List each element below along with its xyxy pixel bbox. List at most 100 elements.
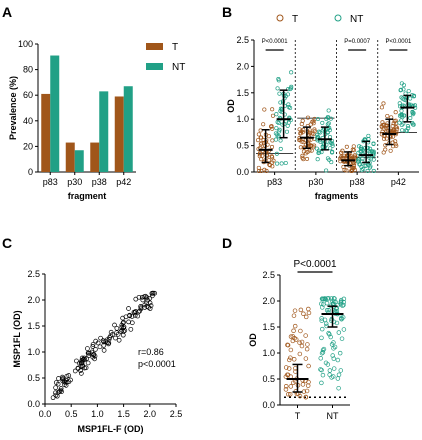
- dot-T: [384, 125, 389, 130]
- dot-T: [310, 131, 315, 136]
- y-axis-label: OD: [248, 333, 258, 347]
- dot-NT: [359, 168, 364, 173]
- dot-NT: [326, 121, 331, 126]
- dot-NT: [275, 134, 280, 139]
- dot-NT: [406, 89, 411, 94]
- data-point: [126, 306, 131, 311]
- dot-T: [311, 121, 316, 126]
- data-point: [119, 322, 125, 328]
- dot-NT: [274, 151, 279, 156]
- dot-T: [270, 138, 275, 143]
- x-tick-label: T: [295, 411, 301, 421]
- x-tick-label: 2.0: [144, 409, 157, 419]
- dot-NT: [289, 70, 294, 75]
- dot-NT: [326, 307, 332, 313]
- dot-NT: [331, 299, 337, 304]
- dot-T: [305, 115, 310, 120]
- legend-swatch-T: [146, 43, 163, 50]
- data-point: [121, 329, 127, 334]
- data-point: [63, 383, 69, 388]
- x-axis-label: fragments: [315, 191, 359, 201]
- dot-NT: [279, 161, 284, 166]
- dot-NT: [319, 316, 324, 321]
- p-value: P<0.0001: [293, 259, 337, 270]
- data-point: [112, 322, 117, 328]
- dot-NT: [325, 156, 330, 161]
- y-tick-label: 0.5: [236, 141, 249, 151]
- dot-NT: [400, 128, 405, 133]
- dot-NT: [410, 112, 415, 117]
- bar-NT-p83: [50, 55, 60, 172]
- dot-NT: [319, 380, 324, 386]
- dot-NT: [341, 327, 347, 332]
- dot-T: [344, 144, 349, 149]
- dot-NT: [320, 350, 326, 355]
- data-point: [126, 319, 131, 325]
- y-tick-label: 0.0: [262, 400, 275, 410]
- dot-T: [303, 314, 309, 320]
- dot-T: [299, 122, 304, 127]
- panel-d-letter: D: [222, 235, 232, 251]
- dot-T: [393, 110, 398, 115]
- data-point: [135, 313, 141, 319]
- dot-T: [266, 158, 271, 163]
- dot-T: [390, 123, 395, 129]
- dot-NT: [338, 301, 344, 307]
- legend-label-T: T: [292, 14, 298, 25]
- data-point: [90, 344, 96, 349]
- p-value: P<0.0001: [262, 39, 289, 45]
- dot-T: [285, 342, 290, 348]
- dot-T: [298, 131, 303, 136]
- dot-NT: [341, 299, 346, 305]
- dot-T: [288, 347, 294, 353]
- dot-NT: [283, 160, 288, 166]
- dot-T: [288, 334, 294, 339]
- data-point: [79, 358, 85, 363]
- dot-T: [270, 164, 275, 169]
- dot-T: [353, 154, 358, 159]
- data-point: [95, 340, 101, 346]
- y-tick-label: 2.0: [27, 295, 40, 305]
- dot-NT: [326, 108, 331, 113]
- dot-NT: [328, 116, 333, 121]
- dot-T: [309, 148, 314, 153]
- dot-NT: [335, 357, 341, 363]
- data-point: [147, 306, 153, 311]
- dot-T: [301, 127, 306, 132]
- bar-NT-p42: [123, 86, 133, 172]
- dot-T: [307, 128, 312, 133]
- x-axis-label: fragment: [68, 191, 107, 201]
- dot-T: [286, 391, 291, 397]
- y-axis-label: Prevalence (%): [8, 76, 18, 140]
- dot-NT: [410, 110, 415, 115]
- dot-T: [305, 342, 310, 347]
- dot-NT: [320, 296, 325, 301]
- dot-NT: [399, 112, 404, 117]
- dot-T: [299, 339, 305, 345]
- data-point: [56, 389, 61, 395]
- data-point: [74, 358, 79, 364]
- dot-NT: [399, 95, 404, 100]
- dot-T: [304, 388, 310, 394]
- panel-a-bar-chart: 0 20 40 60 80 100 p83 p30 p38 p42 fragment Prevalen…: [8, 39, 185, 201]
- dot-T: [385, 113, 390, 119]
- data-point: [132, 313, 138, 318]
- dot-NT: [316, 148, 321, 153]
- dot-NT: [405, 124, 410, 129]
- data-point: [149, 293, 155, 299]
- dot-NT: [339, 316, 344, 322]
- dot-NT: [365, 168, 370, 173]
- dot-NT: [399, 108, 404, 113]
- y-tick-label: 1.0: [262, 348, 275, 358]
- dot-NT: [329, 160, 334, 165]
- dot-NT: [338, 368, 344, 373]
- dot-T: [286, 366, 292, 371]
- x-tick-label: p38: [350, 177, 365, 187]
- y-tick-label: 1.5: [262, 322, 275, 332]
- dot-T: [381, 101, 386, 106]
- dot-T: [391, 121, 396, 126]
- dot-T: [300, 153, 305, 158]
- data-point: [97, 344, 103, 350]
- data-point: [144, 295, 150, 300]
- dot-T: [312, 129, 317, 134]
